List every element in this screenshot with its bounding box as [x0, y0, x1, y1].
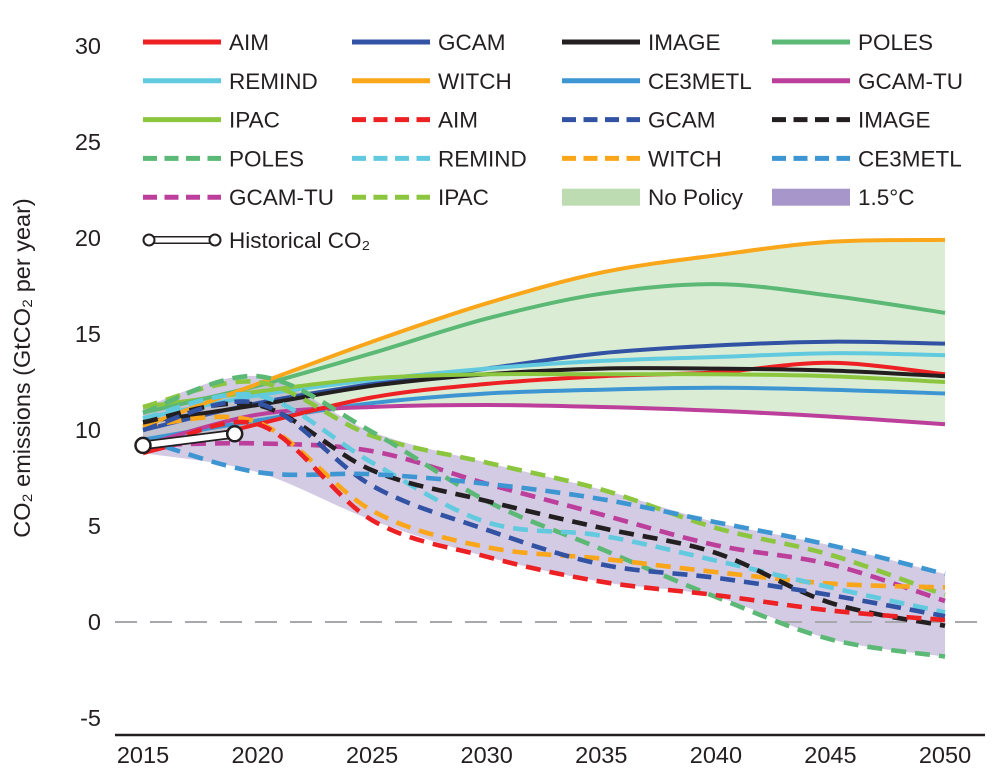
legend-swatch-patch — [562, 188, 640, 206]
x-tick-label-2030: 2030 — [461, 742, 513, 768]
legend-item-patch-no-policy: No Policy — [562, 185, 744, 210]
x-tick-label-2035: 2035 — [575, 742, 627, 768]
y-tick-label--5: -5 — [80, 705, 101, 731]
x-tick-label-2050: 2050 — [919, 742, 971, 768]
legend-label: POLES — [229, 146, 304, 171]
legend-label: No Policy — [648, 185, 744, 210]
legend-historical-marker-right — [208, 233, 222, 247]
legend-item-solid-remind: REMIND — [143, 69, 318, 94]
y-tick-label-25: 25 — [75, 129, 101, 155]
series-solid-aim — [142, 360, 946, 455]
series-solid-remind — [142, 351, 946, 421]
series-solid-image — [142, 366, 946, 425]
legend-label: Historical CO₂ — [229, 228, 370, 253]
legend-item-dashed-aim: AIM — [352, 108, 478, 133]
axes: 2015 2020 2025 2030 2035 2040 2045 205030252015… — [75, 33, 985, 768]
x-tick-label-2020: 2020 — [231, 742, 283, 768]
legend-label: REMIND — [438, 146, 527, 171]
x-tick-label-2045: 2045 — [804, 742, 856, 768]
x-tick-label-2015: 2015 — [117, 742, 169, 768]
legend-item-solid-witch: WITCH — [352, 69, 512, 94]
legend-item-solid-poles: POLES — [772, 30, 933, 55]
y-axis-title: CO₂ emissions (GtCO₂ per year) — [9, 198, 35, 537]
x-tick-label-2025: 2025 — [346, 742, 398, 768]
legend-item-solid-ipac: IPAC — [143, 108, 280, 133]
legend-item-dashed-remind: REMIND — [352, 146, 527, 171]
band-no-policy — [143, 239, 945, 453]
historical-co2-series — [134, 425, 244, 455]
y-tick-label-10: 10 — [75, 417, 101, 443]
x-tick-label-2040: 2040 — [690, 742, 742, 768]
legend-label: IMAGE — [858, 108, 931, 133]
legend-label: IPAC — [438, 185, 489, 210]
y-tick-label-15: 15 — [75, 321, 101, 347]
series-dashed-ce3metl — [142, 437, 946, 577]
series-dashed-aim — [142, 419, 946, 623]
legend-item-dashed-gcam-tu: GCAM-TU — [143, 185, 334, 210]
series-dashed-poles — [142, 373, 946, 659]
legend-item-solid-gcam: GCAM — [352, 30, 506, 55]
legend-label: REMIND — [229, 69, 318, 94]
legend-label: IPAC — [229, 108, 280, 133]
legend-item-solid-gcam-tu: GCAM-TU — [772, 69, 963, 94]
legend-label: 1.5°C — [858, 185, 915, 210]
series-solid-ce3metl — [142, 385, 946, 442]
y-tick-label-30: 30 — [75, 33, 101, 59]
legend-item-historical-historical-co-: Historical CO₂ — [142, 228, 370, 253]
series-dashed-ipac — [142, 379, 946, 598]
series-solid-ipac — [142, 372, 946, 409]
legend-label: WITCH — [648, 146, 722, 171]
legend-item-dashed-poles: POLES — [143, 146, 304, 171]
legend-item-solid-image: IMAGE — [562, 30, 721, 55]
series-solid-gcam-tu — [142, 402, 946, 448]
legend-item-dashed-witch: WITCH — [562, 146, 722, 171]
series-dashed-witch — [142, 414, 946, 590]
legend-item-dashed-ce3metl: CE3METL — [772, 146, 962, 171]
y-tick-label-5: 5 — [88, 513, 101, 539]
series-dashed-gcam-tu — [142, 440, 946, 604]
legend: AIM GCAM IMAGE POLES REMIND WITCH CE3METL GCAM-… — [142, 30, 963, 253]
legend-item-patch-1p5-c: 1.5°C — [772, 185, 915, 210]
legend-swatch-patch — [772, 188, 850, 206]
legend-label: IMAGE — [648, 30, 721, 55]
legend-label: CE3METL — [858, 146, 962, 171]
legend-item-dashed-image: IMAGE — [772, 108, 931, 133]
legend-label: POLES — [858, 30, 933, 55]
legend-historical-marker-left — [142, 233, 156, 247]
legend-label: GCAM — [648, 108, 716, 133]
legend-label: CE3METL — [648, 69, 752, 94]
legend-label: GCAM-TU — [858, 69, 963, 94]
y-tick-label-20: 20 — [75, 225, 101, 251]
historical-co2-marker-2019 — [225, 425, 244, 443]
series-dashed-remind — [142, 391, 946, 615]
y-tick-label-0: 0 — [88, 609, 101, 635]
series-dashed-gcam — [142, 399, 946, 619]
legend-label: AIM — [438, 108, 478, 133]
legend-item-dashed-gcam: GCAM — [562, 108, 716, 133]
series-dashed-image — [142, 401, 946, 629]
legend-label: AIM — [229, 30, 269, 55]
legend-label: GCAM — [438, 30, 506, 55]
historical-co2-marker-2015 — [134, 436, 152, 455]
historical-co2-line — [142, 430, 236, 449]
legend-label: WITCH — [438, 69, 512, 94]
legend-item-solid-ce3metl: CE3METL — [562, 69, 752, 94]
model-series-lines — [142, 237, 946, 659]
legend-item-dashed-ipac: IPAC — [352, 185, 489, 210]
legend-item-solid-aim: AIM — [143, 30, 269, 55]
legend-label: GCAM-TU — [229, 185, 334, 210]
